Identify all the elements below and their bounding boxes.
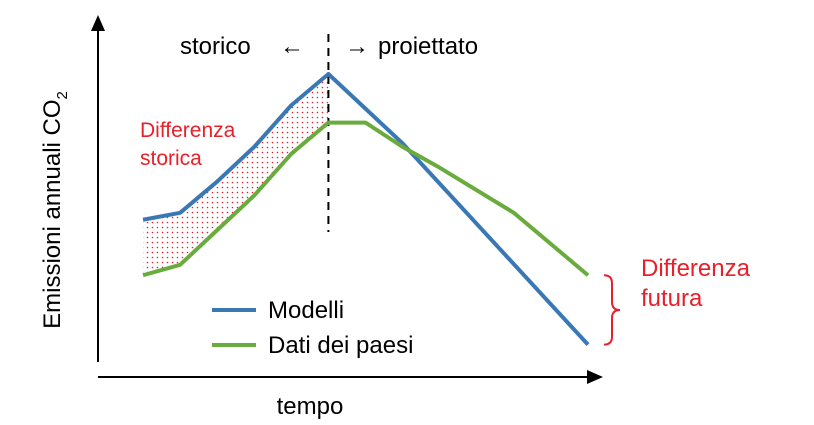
x-axis-label: tempo (277, 393, 344, 420)
y-axis-label: Emissioni annuali CO2 (39, 91, 71, 329)
historic-gap-area (143, 73, 329, 276)
x-axis-arrowhead (587, 370, 603, 384)
series-line-modelli (142, 71, 590, 347)
future-gap-bracket (603, 274, 621, 346)
left-arrow-icon: ← (280, 33, 304, 60)
series-line-dati-dei-paesi (142, 120, 590, 278)
period-label-storico: storico (180, 33, 251, 60)
legend-label-modelli: Modelli (268, 297, 344, 324)
y-axis-label-main: Emissioni annuali CO (39, 99, 66, 328)
period-label-proiettato: proiettato (378, 33, 478, 60)
future-gap-label-line1: Differenza (641, 255, 751, 282)
legend-label-dati-dei-paesi: Dati dei paesi (268, 332, 413, 359)
y-axis-arrowhead (91, 15, 105, 31)
y-axis-label-subscript: 2 (54, 91, 71, 99)
future-gap-label-line2: futura (641, 285, 703, 312)
right-arrow-icon: → (345, 33, 369, 60)
historic-gap-label-line1: Differenza (140, 119, 236, 142)
legend: Modelli Dati dei paesi (212, 297, 413, 359)
historic-gap-label-line2: storica (140, 147, 202, 170)
